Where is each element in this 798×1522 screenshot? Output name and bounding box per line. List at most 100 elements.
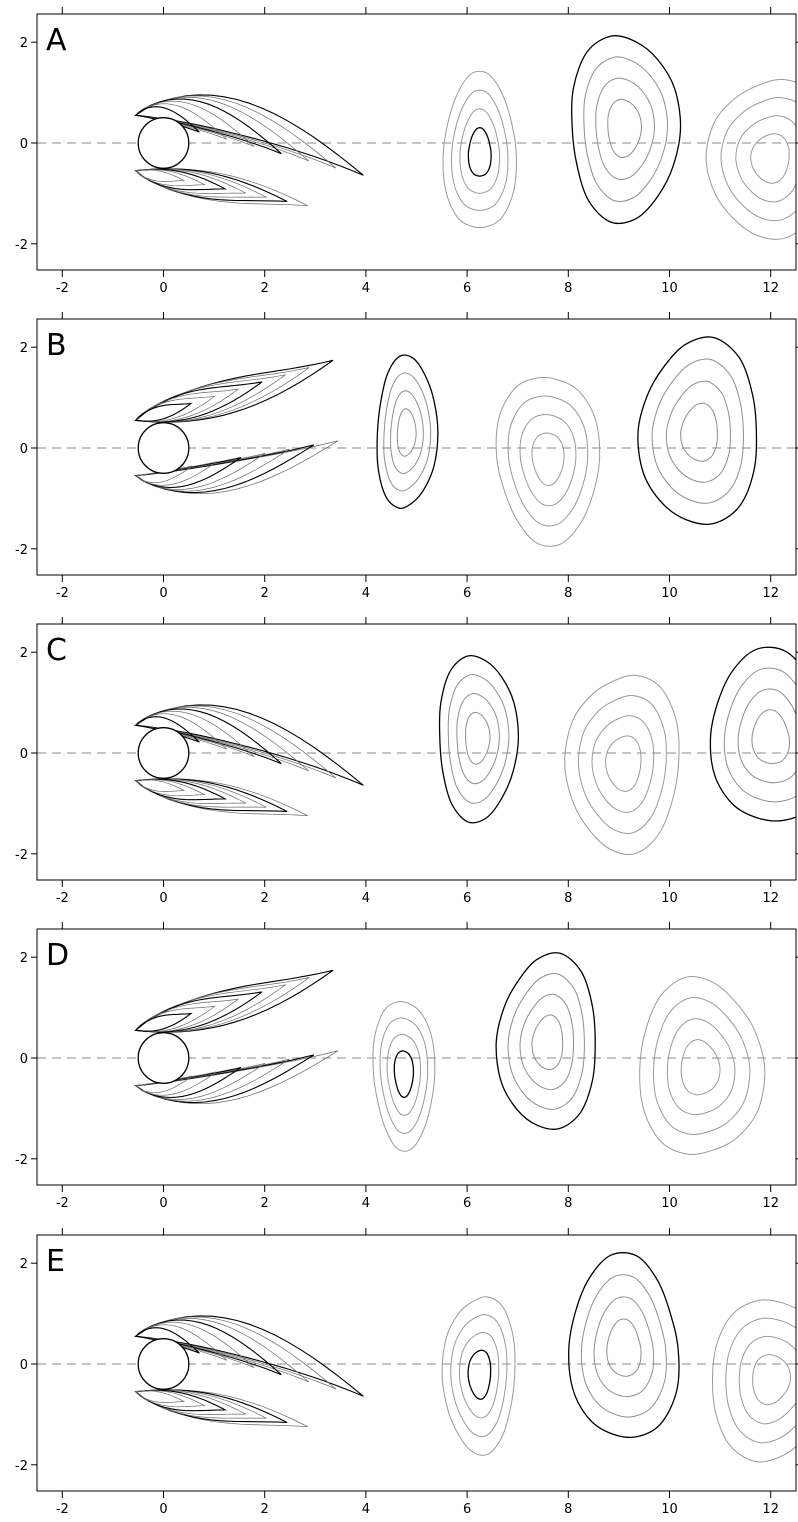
x-tick-label: 6 [463, 1196, 471, 1211]
vortex-contour [458, 1331, 500, 1419]
wake-contour-lower [134, 1389, 288, 1424]
wake-contour-upper [134, 984, 286, 1033]
panel-frame [36, 13, 797, 271]
wake-contour-lower [134, 1054, 315, 1104]
wake-contour-lower [134, 778, 228, 801]
x-tick-label: 10 [661, 1196, 678, 1211]
near-wake-contours [134, 969, 339, 1105]
panel-label: C [46, 633, 67, 668]
vortex-contour [709, 646, 796, 822]
panel-frame [36, 928, 797, 1186]
wake-contour-lower [134, 444, 315, 494]
vortex-contour [738, 1335, 796, 1425]
vortex-contour [519, 414, 577, 507]
vortex-contour [495, 952, 596, 1130]
wake-contour-lower [134, 1389, 246, 1415]
x-tick-label: 12 [762, 281, 779, 296]
contour-field [37, 1252, 796, 1463]
vortex-contour [456, 692, 500, 785]
vortex-contour [507, 395, 589, 527]
x-tick-label: 0 [159, 281, 167, 296]
vortex-contour [442, 70, 517, 229]
wake-contour-upper [134, 1005, 216, 1032]
x-tick-label: -2 [56, 1196, 69, 1211]
vortex-positive [568, 1252, 680, 1439]
x-tick-label: 4 [362, 1196, 370, 1211]
wake-contour-lower [134, 448, 290, 492]
wake-contour-lower [134, 1389, 267, 1419]
vortex-contour [591, 715, 655, 813]
x-tick-label: 4 [362, 1502, 370, 1517]
x-tick-label: 8 [564, 1502, 572, 1517]
y-tick-label: 0 [20, 137, 28, 152]
y-tick-label: 2 [20, 1257, 28, 1272]
vortex-contour [379, 1017, 429, 1134]
vortex-negative [705, 78, 796, 240]
wake-contour-lower [134, 169, 206, 187]
x-tick-label: 4 [362, 586, 370, 601]
vortex-positive [571, 35, 682, 225]
x-tick-label: 8 [564, 891, 572, 906]
vortex-contour [725, 1317, 796, 1444]
panel-label: D [46, 938, 69, 973]
vortex-contour [593, 1296, 655, 1398]
vortex-contour [639, 976, 766, 1155]
panel-frame [36, 623, 797, 881]
vortex-contour [666, 1018, 736, 1116]
wake-contour-upper [134, 998, 239, 1033]
wake-contour-upper [134, 96, 309, 162]
vortex-positive [495, 952, 596, 1130]
panel-frame [36, 318, 797, 576]
x-tick-label: 6 [463, 1502, 471, 1517]
panel-label: A [46, 23, 67, 58]
vortex-negative [442, 70, 517, 229]
vortex-contour [568, 1252, 680, 1439]
x-tick-label: 10 [661, 1502, 678, 1517]
x-tick-label: 6 [463, 281, 471, 296]
vortex-contour [680, 402, 718, 462]
wake-contour-upper [134, 705, 337, 779]
vortex-positive [637, 336, 758, 525]
vortex-contour [451, 89, 509, 211]
near-wake-contours [134, 704, 364, 817]
y-tick-label: 0 [20, 747, 28, 762]
x-tick-label: 12 [762, 891, 779, 906]
wake-contour-lower [134, 1390, 186, 1403]
vortex-contour [459, 108, 501, 194]
x-tick-label: 8 [564, 1196, 572, 1211]
vortex-contour [393, 1050, 415, 1098]
vortex-negative [372, 1000, 436, 1152]
vortex-contour [531, 1014, 564, 1071]
cylinder [137, 117, 190, 169]
vortex-contour [372, 1000, 436, 1152]
wake-contour-upper [134, 374, 286, 423]
near-wake-contours [134, 1315, 364, 1428]
wake-contour-upper [134, 395, 216, 422]
vortex-contour [583, 56, 669, 202]
wake-contour-upper [134, 367, 310, 423]
vortex-contour [751, 709, 790, 765]
vortex-contour [383, 372, 432, 492]
wake-contour-upper [134, 1319, 282, 1376]
x-tick-label: -2 [56, 891, 69, 906]
wake-contour-upper [134, 359, 334, 423]
panel-b: -2 0 2 4 6 8 10 12 2 0 -2 B [15, 312, 798, 601]
vortex-contour [735, 115, 796, 203]
contour-field [37, 336, 796, 547]
wake-contour-upper [134, 402, 193, 422]
wake-contour-upper [134, 704, 364, 786]
cylinder [137, 1032, 190, 1084]
panel-c: -2 0 2 4 6 8 10 12 2 0 -2 C [15, 617, 798, 906]
x-tick-label: 0 [159, 1196, 167, 1211]
wake-contour-upper [134, 1012, 193, 1032]
vortex-contour [750, 133, 790, 184]
vortex-negative [441, 1296, 516, 1456]
vortex-contour [571, 35, 682, 225]
wake-contour-lower [134, 1389, 228, 1412]
vortex-contour [605, 735, 642, 792]
x-tick-label: 10 [661, 586, 678, 601]
wake-contour-lower [134, 779, 186, 792]
wake-contour-upper [134, 388, 239, 423]
x-tick-label: 2 [261, 1502, 269, 1517]
